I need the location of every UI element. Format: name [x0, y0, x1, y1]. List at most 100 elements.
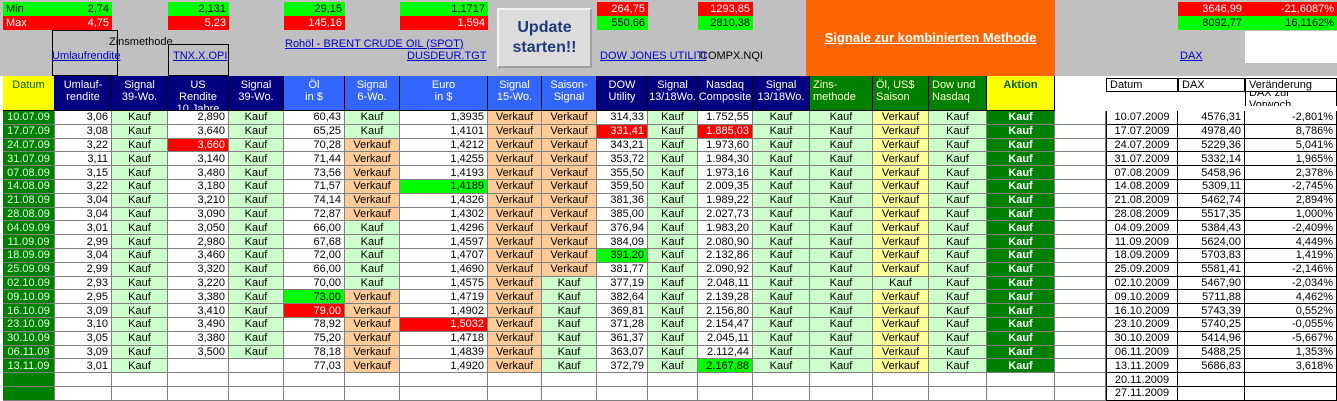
table-cell: 3,15	[55, 166, 112, 180]
table-cell: 3,04	[55, 249, 112, 263]
table-cell: Verkauf	[345, 138, 400, 153]
update-button[interactable]: Update starten!!	[497, 8, 592, 68]
table-cell: 60,43	[284, 111, 345, 125]
table-cell: Kauf	[929, 207, 987, 222]
table-cell: Kauf	[648, 359, 698, 374]
link[interactable]: TNX.X.OPI	[173, 49, 228, 62]
dax-cell: 8,786%	[1245, 124, 1337, 139]
table-cell: 2.154,47	[698, 318, 753, 332]
dax-cell: 10.07.2009	[1106, 111, 1178, 125]
table-cell: 2.027,73	[698, 207, 753, 222]
table-cell: Kauf	[753, 193, 810, 208]
table-cell: Kauf	[648, 290, 698, 305]
date-cell: 10.07.09	[3, 111, 55, 125]
table-cell: Kauf	[929, 359, 987, 374]
table-cell: 1.983,20	[698, 221, 753, 236]
dax-cell: 28.08.2009	[1106, 207, 1178, 222]
link[interactable]: DOW JONES UTILITI	[600, 49, 707, 62]
link[interactable]: DUSDEUR.TGT	[407, 49, 487, 62]
table-cell: Kauf	[987, 318, 1055, 332]
table-cell: 70,00	[284, 276, 345, 291]
empty-cell	[1055, 124, 1106, 139]
table-cell: 2,93	[55, 276, 112, 291]
table-cell: Verkauf	[542, 221, 597, 236]
table-cell: 2.112,44	[698, 345, 753, 360]
table-cell: 3,320	[168, 262, 229, 277]
table-cell	[873, 373, 929, 387]
dax-cell: -2,745%	[1245, 180, 1337, 194]
table-cell: Kauf	[810, 193, 873, 208]
table-cell: Verkauf	[488, 249, 542, 263]
column-header: Zins- methode	[810, 76, 873, 111]
table-cell	[229, 359, 284, 374]
table-cell: Kauf	[810, 152, 873, 167]
table-cell: Verkauf	[345, 166, 400, 180]
link[interactable]: DAX	[1180, 49, 1203, 62]
table-cell: 79,00	[284, 304, 345, 318]
dax-cell: 5467,90	[1178, 276, 1245, 291]
table-cell: Verkauf	[873, 124, 929, 139]
table-cell: Kauf	[753, 276, 810, 291]
stat-label: Min	[3, 2, 55, 16]
table-cell: 359,50	[597, 180, 648, 194]
dax-cell: -0,055%	[1245, 318, 1337, 332]
table-cell: Kauf	[987, 180, 1055, 194]
table-cell: Kauf	[112, 304, 168, 318]
table-cell	[753, 387, 810, 401]
table-cell: Kauf	[810, 166, 873, 180]
table-cell: Kauf	[229, 138, 284, 153]
dax-cell: 07.08.2009	[1106, 166, 1178, 180]
table-cell: Kauf	[112, 138, 168, 153]
table-cell: Kauf	[929, 124, 987, 139]
table-cell: Verkauf	[488, 221, 542, 236]
stat-value: 29,15	[284, 2, 345, 16]
table-cell: Kauf	[112, 331, 168, 346]
table-cell: 3,05	[55, 331, 112, 346]
table-cell: Kauf	[987, 290, 1055, 305]
empty-cell	[1055, 166, 1106, 180]
table-cell: Verkauf	[488, 345, 542, 360]
table-cell: Kauf	[648, 331, 698, 346]
table-cell: Verkauf	[488, 180, 542, 194]
date-cell: 30.10.09	[3, 331, 55, 346]
table-cell: Verkauf	[873, 331, 929, 346]
table-cell: 1,4690	[400, 262, 488, 277]
link[interactable]: COMPX.NQI	[700, 49, 763, 62]
table-cell: Kauf	[987, 221, 1055, 236]
table-cell: Verkauf	[542, 262, 597, 277]
table-cell: Kauf	[112, 318, 168, 332]
table-cell: Kauf	[542, 331, 597, 346]
table-cell: 331,41	[597, 124, 648, 139]
table-cell: Verkauf	[345, 290, 400, 305]
table-cell: Verkauf	[488, 262, 542, 277]
date-cell: 09.10.09	[3, 290, 55, 305]
date-cell: 31.07.09	[3, 152, 55, 167]
table-cell: Kauf	[648, 193, 698, 208]
dax-cell: -5,667%	[1245, 331, 1337, 346]
table-cell: Kauf	[929, 221, 987, 236]
table-cell: Kauf	[753, 111, 810, 125]
table-cell: Verkauf	[488, 207, 542, 222]
table-cell: Kauf	[987, 152, 1055, 167]
table-cell: Verkauf	[488, 235, 542, 249]
table-cell: 369,81	[597, 304, 648, 318]
table-cell: Kauf	[112, 249, 168, 263]
link[interactable]: Umlaufrendite	[52, 49, 121, 62]
table-cell: 1,4302	[400, 207, 488, 222]
empty-cell	[1055, 290, 1106, 305]
table-cell: Kauf	[929, 138, 987, 153]
link[interactable]: Rohöl - BRENT CRUDE OIL (SPOT)	[285, 37, 464, 50]
table-cell: 72,87	[284, 207, 345, 222]
table-cell: Kauf	[229, 152, 284, 167]
table-cell: Verkauf	[542, 235, 597, 249]
table-cell: Verkauf	[488, 166, 542, 180]
table-cell: Kauf	[810, 262, 873, 277]
table-cell: Kauf	[929, 111, 987, 125]
table-cell: 70,28	[284, 138, 345, 153]
dax-cell: 17.07.2009	[1106, 124, 1178, 139]
table-cell: Kauf	[753, 124, 810, 139]
table-cell: Kauf	[648, 235, 698, 249]
column-header: Nasdaq Composite	[698, 76, 753, 111]
table-cell: Kauf	[753, 345, 810, 360]
dax-cell: 5703,83	[1178, 249, 1245, 263]
